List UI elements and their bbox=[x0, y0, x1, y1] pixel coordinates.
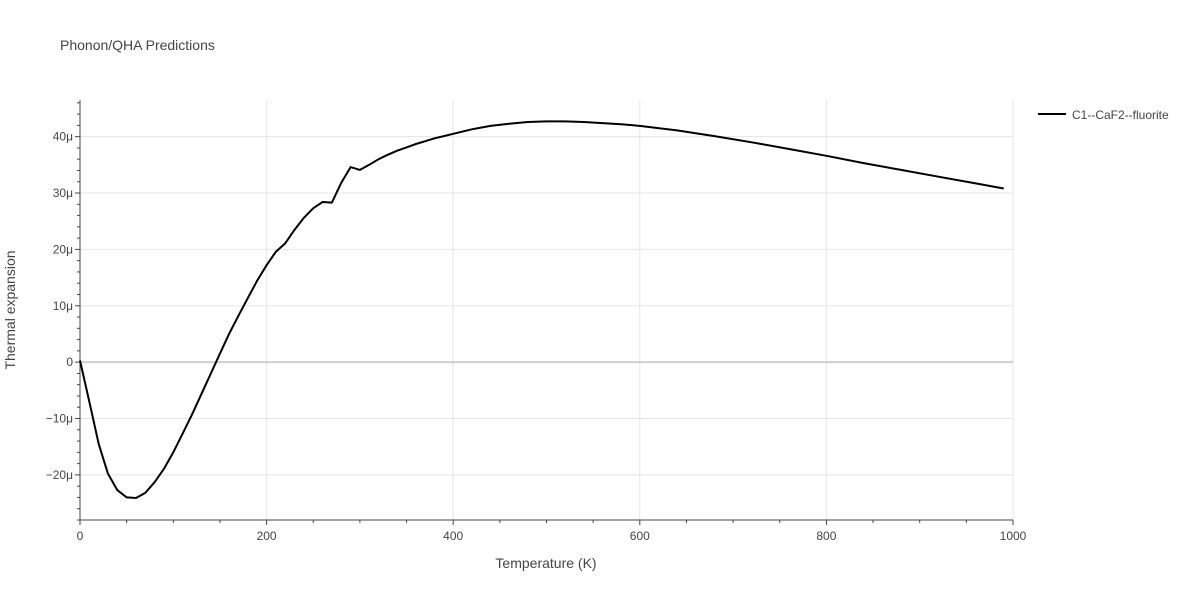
x-axis-title: Temperature (K) bbox=[495, 555, 596, 571]
y-tick-label: 40μ bbox=[53, 130, 73, 144]
x-tick-label: 600 bbox=[630, 529, 650, 543]
legend-label: C1--CaF2--fluorite bbox=[1072, 108, 1169, 122]
x-tick-label: 0 bbox=[77, 529, 84, 543]
y-axis-title: Thermal expansion bbox=[2, 250, 18, 369]
x-tick-label: 200 bbox=[257, 529, 277, 543]
y-tick-label: 0 bbox=[66, 355, 73, 369]
y-tick-label: 10μ bbox=[53, 299, 73, 313]
y-tick-label: −20μ bbox=[46, 468, 73, 482]
x-tick-label: 800 bbox=[816, 529, 836, 543]
x-tick-label: 400 bbox=[443, 529, 463, 543]
y-tick-label: −10μ bbox=[46, 412, 73, 426]
chart-title: Phonon/QHA Predictions bbox=[60, 37, 215, 53]
grid-layer bbox=[80, 100, 1014, 520]
series-layer bbox=[79, 120, 1004, 499]
axis-layer: 0 200 400 600 800 1000 −20μ −10μ 0 10μ 20μ 30μ 40μ bbox=[46, 100, 1027, 543]
y-tick-label: 30μ bbox=[53, 186, 73, 200]
y-tick-label: 20μ bbox=[53, 242, 73, 256]
legend[interactable]: C1--CaF2--fluorite bbox=[1038, 108, 1169, 122]
x-tick-label: 1000 bbox=[1000, 529, 1027, 543]
series-line[interactable] bbox=[79, 120, 1004, 499]
